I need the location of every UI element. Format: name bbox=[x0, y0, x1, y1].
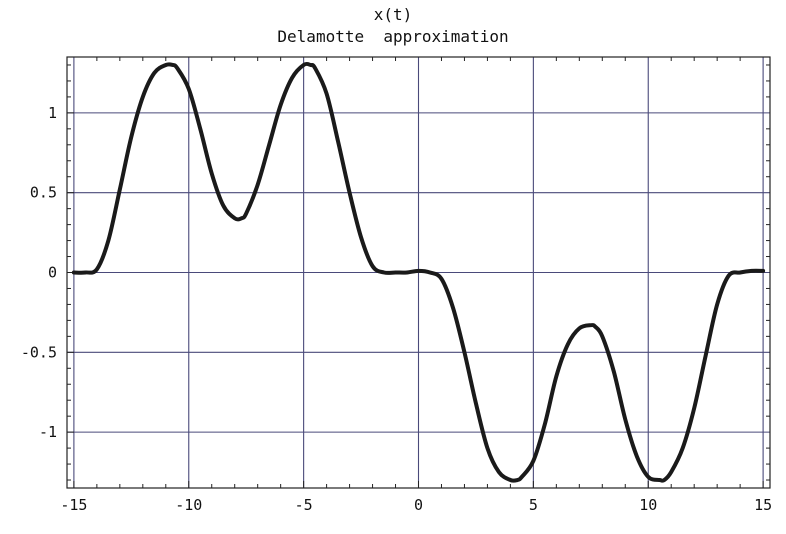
grid bbox=[67, 57, 770, 488]
chart-subtitle: Delamotte approximation bbox=[277, 27, 509, 46]
x-tick-label: 0 bbox=[414, 496, 423, 514]
x-tick-label: 10 bbox=[639, 496, 657, 514]
series-line bbox=[71, 61, 766, 483]
tick-labels: -15 -10 -5 0 5 10 15 -1 -0.5 0 0.5 1 bbox=[21, 104, 772, 514]
chart-title: x(t) bbox=[373, 5, 413, 24]
x-tick-label: 5 bbox=[529, 496, 538, 514]
y-tick-label: 1 bbox=[48, 104, 57, 122]
x-tick-label: -15 bbox=[60, 496, 87, 514]
y-tick-label: 0 bbox=[48, 264, 57, 282]
y-tick-label: -1 bbox=[39, 423, 57, 441]
x-tick-label: -5 bbox=[295, 496, 313, 514]
y-tick-label: -0.5 bbox=[21, 343, 57, 361]
y-tick-label: 0.5 bbox=[30, 184, 57, 202]
x-tick-label: 15 bbox=[754, 496, 772, 514]
ticks bbox=[67, 57, 770, 488]
x-tick-label: -10 bbox=[175, 496, 202, 514]
